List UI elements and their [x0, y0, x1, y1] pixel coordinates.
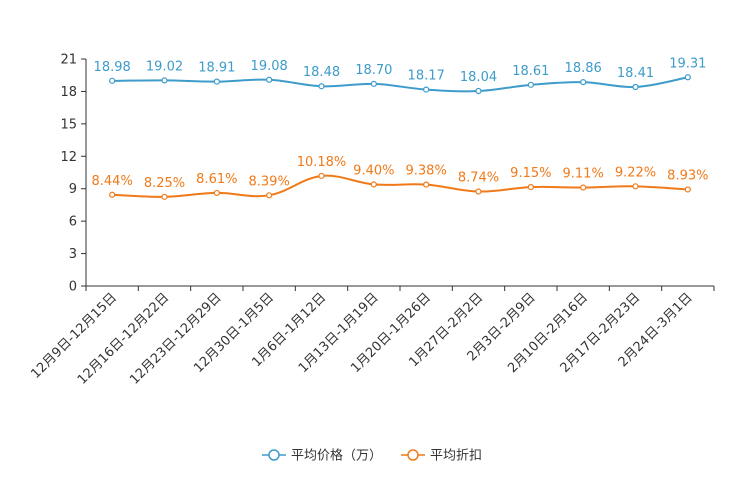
data-point[interactable] [684, 74, 691, 81]
x-axis-ticks: 12月9日-12月15日12月16日-12月22日12月23日-12月29日12… [28, 286, 715, 388]
data-label: 8.93% [667, 168, 708, 183]
data-point[interactable] [109, 77, 116, 84]
data-label: 18.70 [355, 63, 392, 78]
series-1: 8.44% 8.25% 8.61% 8.39% 10.18% 9.40% 9.38% 8.74… [92, 155, 708, 200]
data-point[interactable] [318, 83, 325, 90]
data-label: 19.02 [146, 59, 183, 74]
x-tick-label: 12月16日-12月22日 [75, 290, 172, 387]
legend-marker-icon [407, 449, 419, 461]
y-tick-label: 6 [69, 215, 77, 230]
y-tick-label: 0 [69, 280, 77, 295]
data-label: 9.40% [353, 163, 394, 178]
data-point[interactable] [370, 181, 377, 188]
y-tick-label: 18 [60, 85, 77, 100]
data-point[interactable] [684, 186, 691, 193]
x-tick-label: 12月23日-12月29日 [127, 290, 224, 387]
x-tick-label: 12月9日-12月15日 [28, 290, 120, 382]
data-label: 18.86 [565, 61, 602, 76]
data-point[interactable] [423, 86, 430, 93]
data-label: 18.61 [512, 64, 549, 79]
data-point[interactable] [423, 181, 430, 188]
y-tick-label: 9 [69, 182, 77, 197]
data-point[interactable] [213, 78, 220, 85]
data-point[interactable] [580, 79, 587, 86]
series-line [112, 76, 689, 93]
data-label: 18.17 [408, 69, 445, 84]
data-label: 9.15% [510, 166, 551, 181]
data-label: 18.91 [198, 61, 235, 76]
data-point[interactable] [632, 83, 639, 91]
data-point[interactable] [213, 189, 220, 197]
y-tick-label: 12 [60, 150, 77, 165]
legend-marker-icon [268, 449, 280, 461]
data-label: 8.74% [458, 171, 499, 186]
series-0: 18.98 19.02 18.91 19.08 18.48 18.70 18.17 18.04… [94, 56, 706, 95]
data-label: 18.48 [303, 65, 340, 80]
data-label: 9.11% [563, 167, 604, 182]
data-label: 9.38% [406, 164, 447, 179]
series-line [112, 174, 688, 198]
data-point[interactable] [266, 76, 273, 83]
data-point[interactable] [318, 172, 325, 180]
y-tick-label: 21 [60, 53, 77, 68]
data-point[interactable] [527, 183, 534, 191]
data-label: 19.08 [251, 59, 288, 74]
data-point[interactable] [109, 191, 116, 198]
data-point[interactable] [161, 193, 168, 200]
legend-label: 平均折扣 [430, 449, 482, 464]
data-label: 18.04 [460, 70, 497, 85]
data-point[interactable] [370, 80, 377, 87]
legend[interactable]: 平均价格（万） 平均折扣 [262, 448, 482, 464]
y-axis-ticks: 0 3 6 9 12 15 18 21 [60, 53, 86, 295]
data-label: 18.41 [617, 66, 654, 81]
data-label: 19.31 [669, 56, 706, 71]
data-point[interactable] [475, 87, 482, 95]
data-label: 8.39% [249, 174, 290, 189]
data-point[interactable] [161, 77, 168, 84]
legend-label: 平均价格（万） [291, 448, 382, 464]
legend-item-0[interactable]: 平均价格（万） [262, 448, 382, 464]
data-point[interactable] [475, 188, 482, 195]
data-label: 10.18% [297, 155, 347, 170]
data-point[interactable] [580, 184, 587, 191]
data-label: 8.25% [144, 176, 185, 191]
data-point[interactable] [527, 81, 534, 88]
data-label: 8.61% [196, 172, 237, 187]
data-label: 18.98 [94, 60, 131, 75]
data-label: 8.44% [92, 174, 133, 189]
data-label: 9.22% [615, 165, 656, 180]
y-tick-label: 15 [60, 117, 77, 132]
series-layer: 18.98 19.02 18.91 19.08 18.48 18.70 18.17 18.04… [92, 56, 708, 200]
legend-item-1[interactable]: 平均折扣 [401, 449, 482, 464]
data-point[interactable] [266, 192, 273, 199]
y-tick-label: 3 [69, 247, 77, 262]
data-point[interactable] [632, 183, 639, 190]
